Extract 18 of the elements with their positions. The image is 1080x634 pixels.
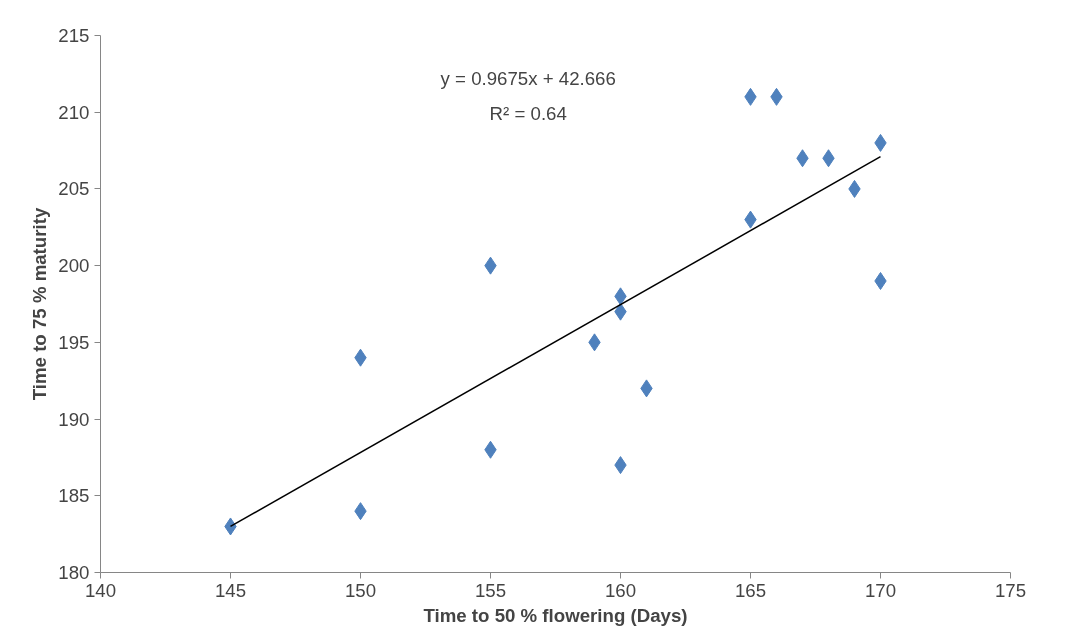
y-tick-label: 205 — [58, 178, 90, 200]
annotation: y = 0.9675x + 42.666 — [440, 68, 616, 90]
y-axis-title: Time to 75 % maturity — [29, 207, 51, 401]
y-tick-label: 215 — [58, 25, 90, 46]
x-axis-title: Time to 50 % flowering (Days) — [423, 604, 688, 626]
x-tick-label: 165 — [734, 579, 767, 601]
y-tick-label: 210 — [58, 101, 90, 123]
y-tick-label: 185 — [58, 485, 90, 507]
x-tick-label: 160 — [604, 579, 637, 601]
y-tick-label: 200 — [58, 255, 90, 277]
x-tick-label: 145 — [214, 579, 247, 601]
x-tick-label: 175 — [994, 579, 1027, 601]
x-tick-label: 150 — [344, 579, 377, 601]
x-tick-label: 170 — [864, 579, 897, 601]
y-tick-label: 195 — [58, 331, 90, 353]
y-tick-label: 190 — [58, 408, 90, 430]
x-tick-label: 155 — [474, 579, 507, 601]
annotation: R² = 0.64 — [489, 103, 567, 125]
